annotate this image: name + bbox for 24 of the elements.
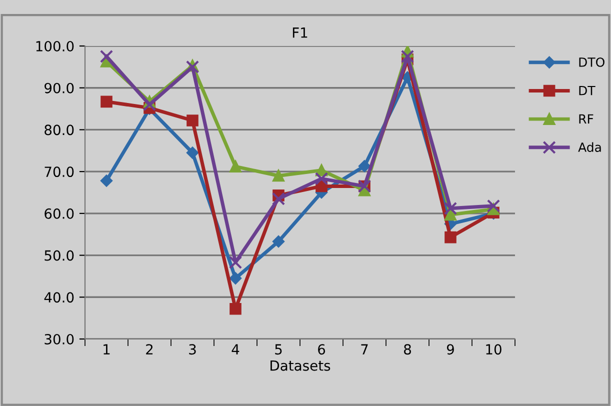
y-tick-label: 80.0 <box>44 124 74 136</box>
y-tick-label: 100.0 <box>36 40 74 52</box>
x-tick-label: 1 <box>104 344 110 354</box>
y-tick-label: 40.0 <box>44 292 74 303</box>
x-tick-label: 2 <box>146 344 153 354</box>
y-tick-label: 90.0 <box>44 82 74 94</box>
legend-label: DT <box>579 86 596 96</box>
x-tick-label: 10 <box>486 344 502 355</box>
x-tick-label: 6 <box>318 344 326 355</box>
chart-title: F1 <box>292 28 308 38</box>
y-tick-label: 70.0 <box>44 166 74 178</box>
x-tick-label: 4 <box>232 344 240 354</box>
y-tick-label: 60.0 <box>44 208 74 219</box>
x-tick-label: 5 <box>275 344 282 355</box>
legend-label: DTO <box>579 57 604 67</box>
x-tick-label: 8 <box>404 344 411 355</box>
y-tick-label: 50.0 <box>44 250 74 261</box>
x-tick-label: 7 <box>361 344 368 354</box>
x-axis-title: Datasets <box>270 360 330 371</box>
legend-label: Ada <box>578 142 601 152</box>
legend-label: RF <box>579 114 594 124</box>
x-tick-label: 9 <box>446 344 454 355</box>
x-tick-label: 3 <box>189 344 196 355</box>
y-tick-label: 30.0 <box>44 334 74 344</box>
